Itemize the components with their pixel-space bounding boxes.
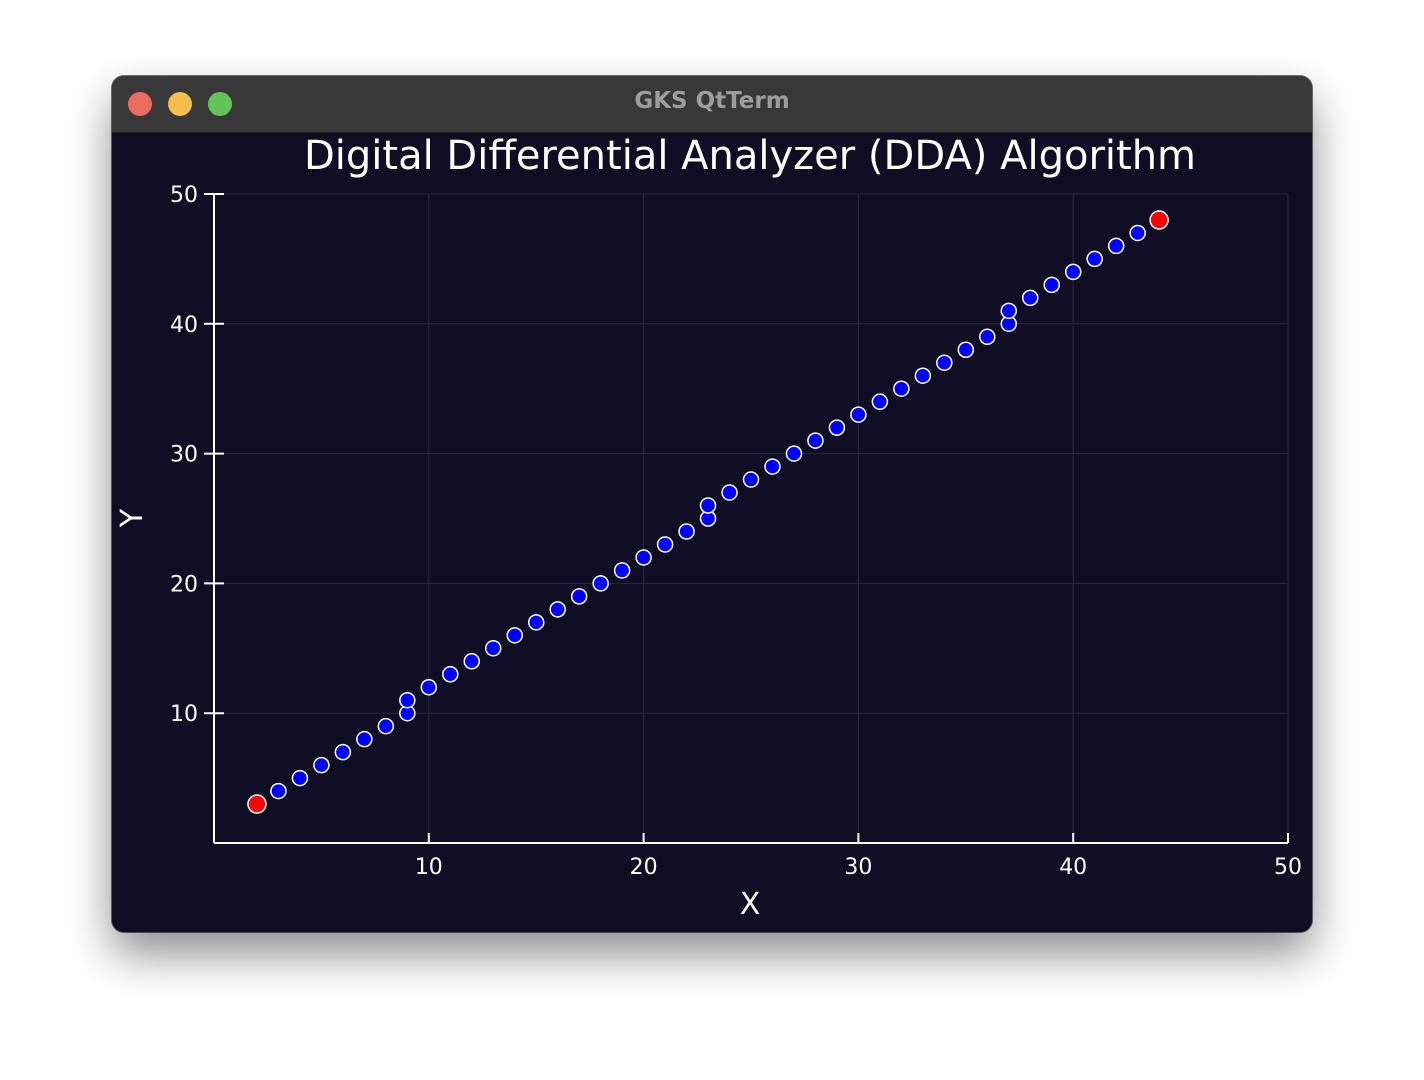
data-point <box>313 756 330 774</box>
data-point <box>828 419 846 436</box>
data-point <box>893 380 910 397</box>
data-point <box>570 588 588 605</box>
y-tick-label: 10 <box>170 702 198 727</box>
y-tick-label: 30 <box>170 443 198 468</box>
data-point <box>742 471 760 488</box>
data-point <box>377 717 395 735</box>
data-point <box>270 782 287 800</box>
data-point <box>871 393 889 410</box>
endpoint-marker <box>247 794 267 814</box>
data-point <box>356 730 373 748</box>
data-point <box>635 549 652 566</box>
data-point <box>1086 250 1103 268</box>
data-point <box>484 640 502 657</box>
data-point <box>1043 276 1060 294</box>
plot-area: 10 20 30 40 50 10 20 30 40 50 Digital Differentia… <box>112 133 1312 932</box>
data-point <box>979 328 996 346</box>
maximize-window-button[interactable] <box>208 92 232 116</box>
data-point <box>914 367 932 384</box>
data-point <box>613 562 631 579</box>
data-point <box>936 354 953 371</box>
app-window: GKS QtTerm 10 20 30 40 50 10 20 30 40 50 Digital … <box>112 76 1312 932</box>
y-axis-label: Y <box>115 508 150 528</box>
data-point <box>399 691 416 709</box>
data-point <box>807 432 824 449</box>
close-window-button[interactable] <box>128 92 152 116</box>
title-bar[interactable]: GKS QtTerm <box>112 76 1312 133</box>
data-point <box>291 769 309 787</box>
scatter-chart: 10 20 30 40 50 10 20 30 40 50 Digital Differentia… <box>115 133 1302 922</box>
data-point <box>463 653 481 670</box>
y-tick-label: 20 <box>170 572 198 597</box>
grid-lines <box>214 193 1289 843</box>
data-point <box>678 523 695 540</box>
data-point <box>549 601 566 618</box>
data-point <box>420 678 438 696</box>
minimize-window-button[interactable] <box>168 92 192 116</box>
data-point <box>721 484 738 501</box>
x-tick-label: 30 <box>844 855 872 880</box>
x-tick-label: 10 <box>415 855 443 880</box>
endpoint-marker <box>1149 210 1169 230</box>
data-point <box>699 497 717 514</box>
data-point <box>764 458 781 475</box>
data-point <box>1129 224 1146 242</box>
data-point <box>957 341 975 359</box>
x-tick-label: 40 <box>1059 855 1087 880</box>
x-axis-label: X <box>740 887 761 922</box>
data-point <box>442 666 459 683</box>
axes: 10 20 30 40 50 10 20 30 40 50 <box>170 183 1302 880</box>
y-tick-label: 50 <box>170 183 198 208</box>
data-point <box>656 536 674 553</box>
window-title: GKS QtTerm <box>634 88 790 114</box>
data-point <box>1064 263 1082 281</box>
data-point <box>1000 302 1018 320</box>
data-point <box>785 445 803 462</box>
data-point <box>527 614 545 631</box>
y-tick-label: 40 <box>170 313 198 338</box>
data-point <box>592 575 609 592</box>
data-point <box>506 627 523 644</box>
x-tick-label: 50 <box>1274 855 1302 880</box>
data-point <box>1021 289 1039 307</box>
x-tick-label: 20 <box>630 855 658 880</box>
data-point <box>334 743 352 761</box>
data-point <box>850 406 867 423</box>
data-points <box>247 210 1169 814</box>
chart-title: Digital Differential Analyzer (DDA) Algo… <box>304 133 1196 179</box>
data-point <box>1107 237 1125 255</box>
